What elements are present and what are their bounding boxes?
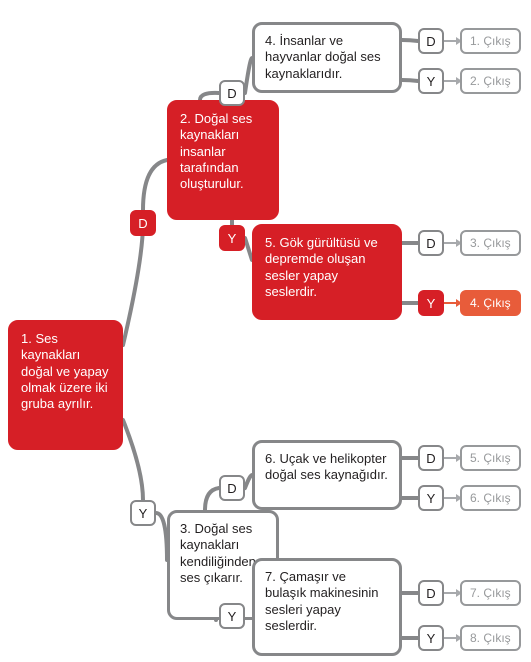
exit-1-label: 1. Çıkış [470, 34, 511, 48]
tag-7-y: Y [418, 625, 444, 651]
node-2-num: 2. [180, 111, 191, 126]
node-6-text: Uçak ve helikopter doğal ses kaynağıdır. [265, 451, 388, 482]
tag-4-d: D [418, 28, 444, 54]
exit-7-label: 7. Çıkış [470, 586, 511, 600]
node-2: 2. Doğal ses kaynakları insanlar tarafın… [167, 100, 279, 220]
tag-5-y: Y [418, 290, 444, 316]
exit-1: 1. Çıkış [460, 28, 521, 54]
tag-1-y-label: Y [139, 506, 148, 521]
exit-7: 7. Çıkış [460, 580, 521, 606]
exit-8: 8. Çıkış [460, 625, 521, 651]
exit-3-label: 3. Çıkış [470, 236, 511, 250]
tag-3-y: Y [219, 603, 245, 629]
exit-2: 2. Çıkış [460, 68, 521, 94]
tag-2-d: D [219, 80, 245, 106]
exit-5: 5. Çıkış [460, 445, 521, 471]
tag-6-d: D [418, 445, 444, 471]
tag-1-y: Y [130, 500, 156, 526]
tag-1-d: D [130, 210, 156, 236]
node-7-num: 7. [265, 569, 276, 584]
exit-5-label: 5. Çıkış [470, 451, 511, 465]
tag-6-y-label: Y [427, 491, 436, 506]
tag-2-y: Y [219, 225, 245, 251]
tag-5-d-label: D [426, 236, 435, 251]
tag-5-y-label: Y [427, 296, 436, 311]
node-1: 1. Ses kaynakları doğal ve yapay olmak ü… [8, 320, 123, 450]
exit-8-label: 8. Çıkış [470, 631, 511, 645]
tag-4-y: Y [418, 68, 444, 94]
tag-6-y: Y [418, 485, 444, 511]
node-7: 7. Çamaşır ve bulaşık makinesinin sesler… [252, 558, 402, 656]
tag-1-d-label: D [138, 216, 147, 231]
node-4-num: 4. [265, 33, 276, 48]
node-4-text: İnsanlar ve hayvanlar doğal ses kaynakla… [265, 33, 381, 81]
tag-4-d-label: D [426, 34, 435, 49]
tag-3-d: D [219, 475, 245, 501]
node-1-num: 1. [21, 331, 32, 346]
node-6-num: 6. [265, 451, 276, 466]
node-6: 6. Uçak ve helikopter doğal ses kaynağıd… [252, 440, 402, 510]
node-2-text: Doğal ses kaynakları insanlar tarafından… [180, 111, 252, 191]
tag-2-d-label: D [227, 86, 236, 101]
node-7-text: Çamaşır ve bulaşık makinesinin sesleri y… [265, 569, 378, 633]
node-4: 4. İnsanlar ve hayvanlar doğal ses kayna… [252, 22, 402, 93]
tag-5-d: D [418, 230, 444, 256]
node-1-text: Ses kaynakları doğal ve yapay olmak üzer… [21, 331, 108, 411]
node-5-text: Gök gürültüsü ve depremde oluşan sesler … [265, 235, 378, 299]
tag-7-d: D [418, 580, 444, 606]
node-5: 5. Gök gürültüsü ve depremde oluşan sesl… [252, 224, 402, 320]
tag-3-d-label: D [227, 481, 236, 496]
exit-6-label: 6. Çıkış [470, 491, 511, 505]
node-3-text: Doğal ses kaynakları kendiliğinden ses ç… [180, 521, 256, 585]
node-3-num: 3. [180, 521, 191, 536]
tag-6-d-label: D [426, 451, 435, 466]
tag-3-y-label: Y [228, 609, 237, 624]
tag-4-y-label: Y [427, 74, 436, 89]
exit-4: 4. Çıkış [460, 290, 521, 316]
tag-7-y-label: Y [427, 631, 436, 646]
exit-4-label: 4. Çıkış [470, 296, 511, 310]
node-5-num: 5. [265, 235, 276, 250]
tag-7-d-label: D [426, 586, 435, 601]
exit-3: 3. Çıkış [460, 230, 521, 256]
exit-2-label: 2. Çıkış [470, 74, 511, 88]
tag-2-y-label: Y [228, 231, 237, 246]
exit-6: 6. Çıkış [460, 485, 521, 511]
